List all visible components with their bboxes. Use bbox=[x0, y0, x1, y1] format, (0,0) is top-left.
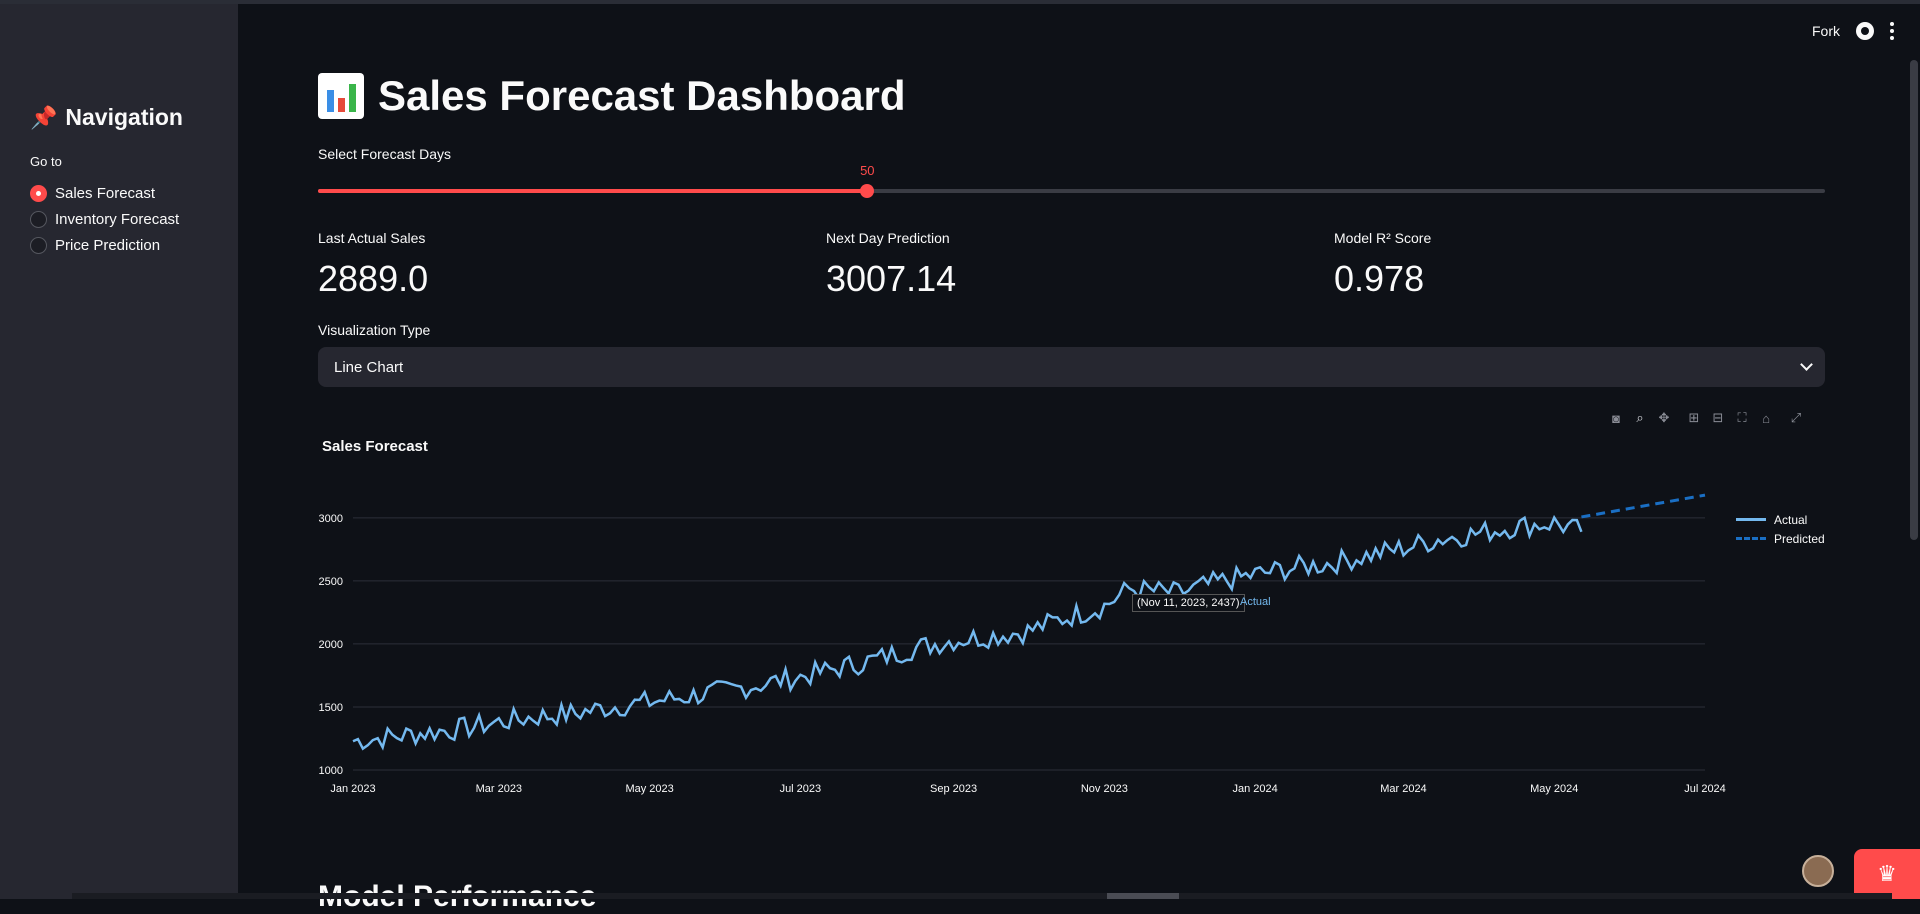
fork-button[interactable]: Fork bbox=[1812, 23, 1840, 39]
y-tick-label: 2500 bbox=[319, 576, 343, 588]
slider-thumb[interactable] bbox=[860, 184, 875, 198]
nav-option-price-prediction[interactable]: Price Prediction bbox=[30, 232, 179, 258]
chart-hover-tooltip: (Nov 11, 2023, 2437) bbox=[1132, 594, 1245, 612]
sidebar: 📌 Navigation Go to Sales Forecast Invent… bbox=[0, 4, 238, 899]
radio-unchecked-icon[interactable] bbox=[30, 210, 47, 228]
chart-legend: Actual Predicted bbox=[1736, 510, 1825, 548]
viz-type-selected: Line Chart bbox=[334, 358, 404, 376]
x-tick-label: Sep 2023 bbox=[930, 783, 977, 795]
app-header-actions: Fork bbox=[1812, 22, 1894, 40]
autoscale-icon[interactable]: ⛶ bbox=[1737, 410, 1747, 425]
nav-option-label: Price Prediction bbox=[55, 236, 161, 254]
x-tick-label: Jan 2024 bbox=[1233, 783, 1278, 795]
page-title: Sales Forecast Dashboard bbox=[318, 72, 906, 120]
y-tick-label: 1500 bbox=[319, 702, 343, 714]
legend-label: Actual bbox=[1774, 512, 1808, 527]
slider-value: 50 bbox=[860, 163, 875, 178]
metric-value: 3007.14 bbox=[826, 258, 957, 299]
sidebar-title-text: Navigation bbox=[65, 104, 183, 130]
y-tick-label: 3000 bbox=[319, 513, 343, 525]
main-menu-icon[interactable] bbox=[1890, 22, 1894, 40]
metric-label: Model R² Score bbox=[1334, 230, 1432, 246]
page-title-text: Sales Forecast Dashboard bbox=[378, 72, 906, 119]
pan-icon[interactable]: ✥ bbox=[1658, 410, 1670, 425]
metric-value: 2889.0 bbox=[318, 258, 429, 299]
chart-modebar: ◙ ⌕ ✥ ⊞ ⊟ ⛶ ⌂ ⤢ bbox=[1608, 410, 1804, 426]
y-tick-label: 2000 bbox=[319, 639, 343, 651]
zoom-in-icon[interactable]: ⊞ bbox=[1688, 410, 1700, 425]
x-tick-label: Jul 2023 bbox=[780, 783, 822, 795]
nav-radio-group: Sales Forecast Inventory Forecast Price … bbox=[30, 180, 179, 258]
x-tick-label: May 2023 bbox=[625, 783, 673, 795]
goto-label: Go to bbox=[30, 154, 62, 169]
crown-icon[interactable]: ♛ bbox=[1854, 849, 1920, 899]
slider-fill bbox=[318, 189, 868, 193]
chevron-down-icon bbox=[1800, 358, 1813, 371]
metric-label: Next Day Prediction bbox=[826, 230, 950, 246]
nav-option-label: Sales Forecast bbox=[55, 184, 156, 202]
sidebar-title: 📌 Navigation bbox=[30, 104, 183, 131]
x-tick-label: Jul 2024 bbox=[1684, 783, 1726, 795]
avatar[interactable] bbox=[1802, 855, 1834, 887]
series-actual-line bbox=[352, 514, 1583, 751]
legend-item-actual[interactable]: Actual bbox=[1736, 510, 1825, 529]
radio-checked-icon[interactable] bbox=[30, 184, 47, 202]
nav-option-label: Inventory Forecast bbox=[55, 210, 180, 228]
zoom-out-icon[interactable]: ⊟ bbox=[1712, 410, 1724, 425]
metric-label: Last Actual Sales bbox=[318, 230, 426, 246]
x-tick-label: Mar 2023 bbox=[476, 783, 522, 795]
metric-last-actual-sales: Last Actual Sales 2889.0 bbox=[318, 230, 428, 300]
camera-icon[interactable]: ◙ bbox=[1612, 410, 1620, 426]
chart-title: Sales Forecast bbox=[322, 438, 428, 455]
x-tick-label: Nov 2023 bbox=[1081, 783, 1128, 795]
forecast-days-slider[interactable]: 50 bbox=[318, 163, 1825, 198]
radio-unchecked-icon[interactable] bbox=[30, 236, 47, 254]
nav-option-inventory-forecast[interactable]: Inventory Forecast bbox=[30, 206, 179, 232]
viz-type-label: Visualization Type bbox=[318, 322, 431, 338]
sales-forecast-chart[interactable]: 1000 1500 2000 2500 3000 Jan 2023 Mar 2023 May … bbox=[300, 480, 1740, 800]
forecast-days-label: Select Forecast Days bbox=[318, 146, 452, 162]
legend-swatch-actual bbox=[1736, 518, 1766, 521]
horizontal-scrollbar[interactable] bbox=[72, 893, 1892, 899]
vertical-scrollbar[interactable] bbox=[1910, 60, 1918, 540]
viz-type-select[interactable]: Line Chart bbox=[318, 347, 1825, 387]
metric-value: 0.978 bbox=[1334, 258, 1425, 299]
nav-option-sales-forecast[interactable]: Sales Forecast bbox=[30, 180, 179, 206]
legend-label: Predicted bbox=[1774, 531, 1825, 546]
x-tick-label: May 2024 bbox=[1530, 783, 1578, 795]
x-tick-label: Jan 2023 bbox=[330, 783, 375, 795]
metric-model-r2-score: Model R² Score 0.978 bbox=[1334, 230, 1431, 300]
pushpin-icon: 📌 bbox=[30, 104, 58, 130]
series-predicted-line bbox=[1581, 493, 1706, 519]
zoom-icon[interactable]: ⌕ bbox=[1636, 410, 1644, 425]
metric-next-day-prediction: Next Day Prediction 3007.14 bbox=[826, 230, 956, 300]
legend-item-predicted[interactable]: Predicted bbox=[1736, 529, 1825, 548]
reset-axes-icon[interactable]: ⌂ bbox=[1762, 410, 1770, 426]
window-top-border bbox=[0, 0, 1920, 4]
y-tick-label: 1000 bbox=[319, 765, 343, 777]
x-tick-label: Mar 2024 bbox=[1380, 783, 1426, 795]
fullscreen-icon[interactable]: ⤢ bbox=[1790, 410, 1802, 425]
bar-chart-icon bbox=[318, 73, 364, 119]
github-icon[interactable] bbox=[1856, 22, 1874, 40]
chart-hover-series: Actual bbox=[1240, 596, 1271, 608]
legend-swatch-predicted bbox=[1736, 537, 1766, 540]
